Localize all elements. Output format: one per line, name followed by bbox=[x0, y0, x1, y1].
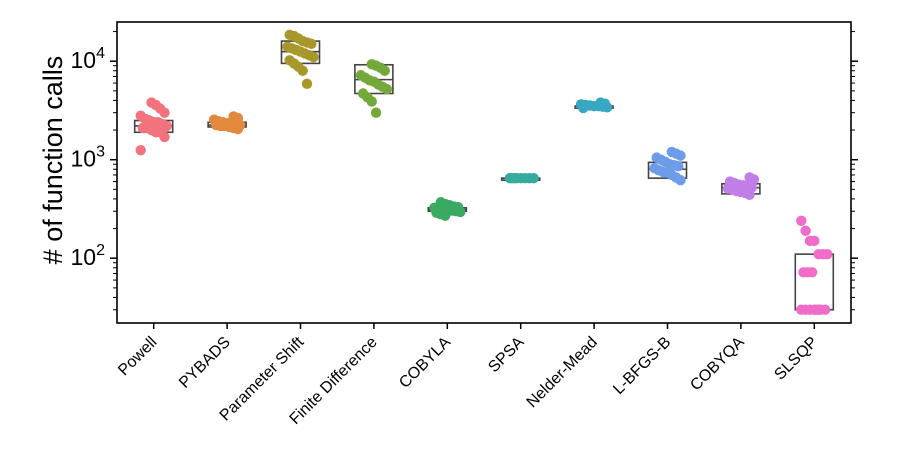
data-point bbox=[811, 304, 822, 315]
y-axis-label: # of function calls bbox=[38, 56, 68, 265]
data-point bbox=[666, 146, 678, 158]
data-point bbox=[208, 114, 220, 125]
series-nelder-mead bbox=[574, 97, 614, 114]
data-point bbox=[282, 41, 293, 53]
data-point bbox=[284, 55, 295, 66]
y-tick-label: 102 bbox=[71, 242, 106, 270]
plot-frame bbox=[116, 21, 852, 324]
data-point bbox=[575, 99, 587, 110]
series-powell bbox=[133, 97, 174, 156]
series-l-bfgs-b bbox=[647, 146, 688, 186]
data-point bbox=[813, 248, 824, 260]
data-point bbox=[800, 225, 811, 236]
series-spsa bbox=[500, 172, 541, 184]
data-point bbox=[804, 235, 816, 247]
series-parameter-shift bbox=[280, 29, 321, 89]
data-point bbox=[301, 78, 313, 89]
series-slsqp bbox=[794, 215, 835, 315]
data-point bbox=[366, 59, 377, 70]
data-point bbox=[649, 163, 660, 174]
data-point bbox=[724, 176, 736, 187]
y-tick-label: 103 bbox=[71, 144, 106, 172]
data-point bbox=[135, 110, 146, 121]
data-point bbox=[137, 122, 149, 134]
y-tick-label: 104 bbox=[71, 45, 106, 73]
data-point bbox=[357, 88, 369, 99]
data-point bbox=[435, 197, 446, 208]
series-cobyqa bbox=[721, 172, 761, 201]
series-pybads bbox=[207, 111, 247, 135]
data-point bbox=[651, 152, 662, 163]
data-point bbox=[796, 215, 807, 226]
data-point bbox=[135, 144, 146, 156]
data-point bbox=[146, 97, 157, 108]
series-cobyla bbox=[427, 197, 468, 221]
data-point bbox=[284, 29, 295, 41]
data-point bbox=[370, 107, 382, 118]
y-axis: 102 103 104 bbox=[71, 31, 858, 311]
data-point bbox=[798, 267, 809, 278]
plot-marks bbox=[133, 29, 835, 315]
series-finite-difference bbox=[354, 59, 394, 118]
data-point bbox=[355, 70, 367, 81]
data-point bbox=[595, 97, 606, 108]
data-point bbox=[228, 111, 239, 122]
data-point bbox=[506, 172, 518, 184]
data-point bbox=[744, 172, 755, 183]
data-point bbox=[796, 304, 807, 315]
